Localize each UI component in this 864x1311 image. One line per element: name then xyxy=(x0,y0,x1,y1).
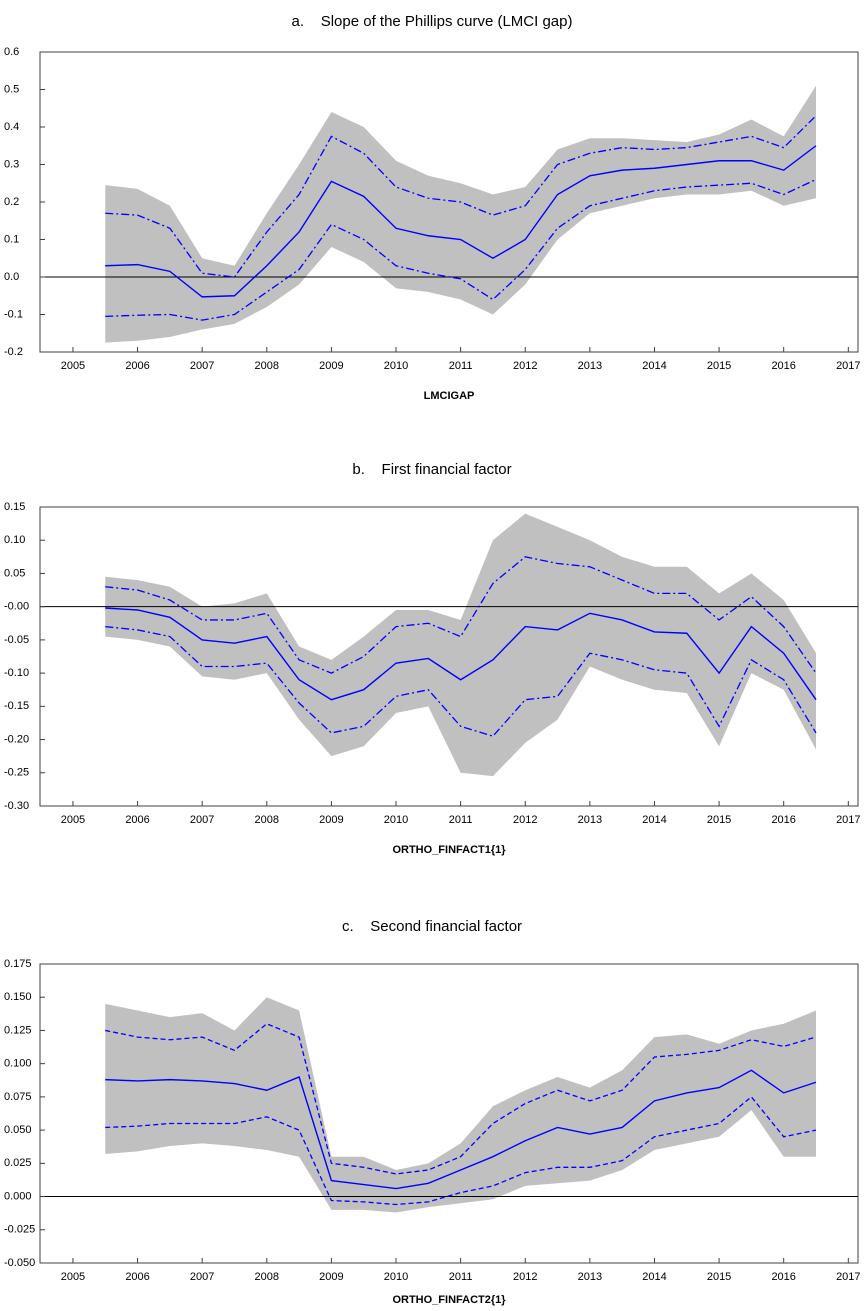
y-tick-label: -0.050 xyxy=(4,1257,35,1269)
y-tick-label: -0.2 xyxy=(4,346,23,358)
y-tick-label: -0.10 xyxy=(4,667,29,679)
x-tick-label: 2017 xyxy=(836,814,860,826)
y-tick-label: -0.05 xyxy=(4,634,29,646)
estimate-line xyxy=(105,145,817,298)
y-tick-label: 0.1 xyxy=(4,233,19,245)
x-axis-label: LMCIGAP xyxy=(424,390,475,402)
x-tick-label: 2016 xyxy=(771,360,795,372)
y-tick-label: -0.20 xyxy=(4,733,29,745)
bound-line xyxy=(105,178,817,321)
panel-title: b. First financial factor xyxy=(352,461,511,478)
x-tick-label: 2012 xyxy=(513,1271,537,1283)
y-tick-label: -0.00 xyxy=(4,601,29,613)
y-tick-label: 0.075 xyxy=(4,1091,32,1103)
estimate-line xyxy=(105,1069,817,1190)
y-tick-label: 0.0 xyxy=(4,271,19,283)
y-tick-label: 0.4 xyxy=(4,121,19,133)
x-axis-label: ORTHO_FINFACT2{1} xyxy=(392,1294,506,1306)
plot-frame xyxy=(39,506,859,807)
bound-line xyxy=(105,115,817,278)
x-tick-label: 2015 xyxy=(707,360,731,372)
x-tick-label: 2016 xyxy=(771,1271,795,1283)
x-tick-label: 2009 xyxy=(319,360,343,372)
x-tick-label: 2008 xyxy=(255,1271,279,1283)
panel-title: a. Slope of the Phillips curve (LMCI gap… xyxy=(292,13,573,30)
bound-line xyxy=(105,556,817,674)
y-tick-label: 0.100 xyxy=(4,1058,32,1070)
x-tick-label: 2010 xyxy=(384,360,408,372)
y-tick-label: -0.025 xyxy=(4,1224,35,1236)
x-tick-label: 2005 xyxy=(61,1271,85,1283)
x-tick-label: 2017 xyxy=(836,360,860,372)
confidence-band xyxy=(105,513,817,777)
y-tick-label: 0.5 xyxy=(4,83,19,95)
x-tick-label: 2007 xyxy=(190,814,214,826)
y-tick-label: 0.3 xyxy=(4,158,19,170)
y-tick-label: 0.05 xyxy=(4,567,25,579)
y-tick-label: 0.000 xyxy=(4,1190,32,1202)
x-tick-label: 2006 xyxy=(125,814,149,826)
y-tick-label: -0.1 xyxy=(4,308,23,320)
x-tick-label: 2014 xyxy=(642,360,666,372)
y-tick-label: -0.15 xyxy=(4,700,29,712)
bound-line xyxy=(105,625,817,737)
y-tick-label: 0.125 xyxy=(4,1024,32,1036)
y-tick-label: 0.050 xyxy=(4,1124,32,1136)
x-tick-label: 2013 xyxy=(578,1271,602,1283)
x-tick-label: 2011 xyxy=(449,814,473,826)
x-tick-label: 2015 xyxy=(707,1271,731,1283)
y-tick-label: 0.6 xyxy=(4,46,19,58)
panel-title: c. Second financial factor xyxy=(342,918,522,935)
x-tick-label: 2013 xyxy=(578,814,602,826)
x-axis-label: ORTHO_FINFACT1{1} xyxy=(392,844,506,856)
y-tick-label: 0.10 xyxy=(4,534,25,546)
bound-line xyxy=(105,1023,817,1175)
estimate-line xyxy=(105,607,817,701)
y-tick-label: 0.025 xyxy=(4,1157,32,1169)
confidence-band xyxy=(105,85,817,343)
x-tick-label: 2016 xyxy=(771,814,795,826)
x-tick-label: 2014 xyxy=(642,1271,666,1283)
x-tick-label: 2008 xyxy=(255,360,279,372)
x-tick-label: 2010 xyxy=(384,814,408,826)
x-tick-label: 2015 xyxy=(707,814,731,826)
y-tick-label: 0.175 xyxy=(4,958,32,970)
x-tick-label: 2011 xyxy=(449,1271,473,1283)
y-tick-label: 0.15 xyxy=(4,501,25,513)
plot-frame xyxy=(39,963,859,1264)
x-tick-label: 2006 xyxy=(125,1271,149,1283)
y-tick-label: -0.25 xyxy=(4,767,29,779)
x-tick-label: 2011 xyxy=(449,360,473,372)
y-tick-label: 0.2 xyxy=(4,196,19,208)
x-tick-label: 2012 xyxy=(513,814,537,826)
x-tick-label: 2009 xyxy=(319,814,343,826)
x-tick-label: 2008 xyxy=(255,814,279,826)
x-tick-label: 2006 xyxy=(125,360,149,372)
confidence-band xyxy=(105,997,817,1213)
y-tick-label: -0.30 xyxy=(4,800,29,812)
x-tick-label: 2007 xyxy=(190,1271,214,1283)
x-tick-label: 2010 xyxy=(384,1271,408,1283)
x-tick-label: 2013 xyxy=(578,360,602,372)
x-tick-label: 2009 xyxy=(319,1271,343,1283)
x-tick-label: 2012 xyxy=(513,360,537,372)
x-tick-label: 2017 xyxy=(836,1271,860,1283)
x-tick-label: 2007 xyxy=(190,360,214,372)
y-tick-label: 0.150 xyxy=(4,991,32,1003)
x-tick-label: 2014 xyxy=(642,814,666,826)
x-tick-label: 2005 xyxy=(61,814,85,826)
x-tick-label: 2005 xyxy=(61,360,85,372)
